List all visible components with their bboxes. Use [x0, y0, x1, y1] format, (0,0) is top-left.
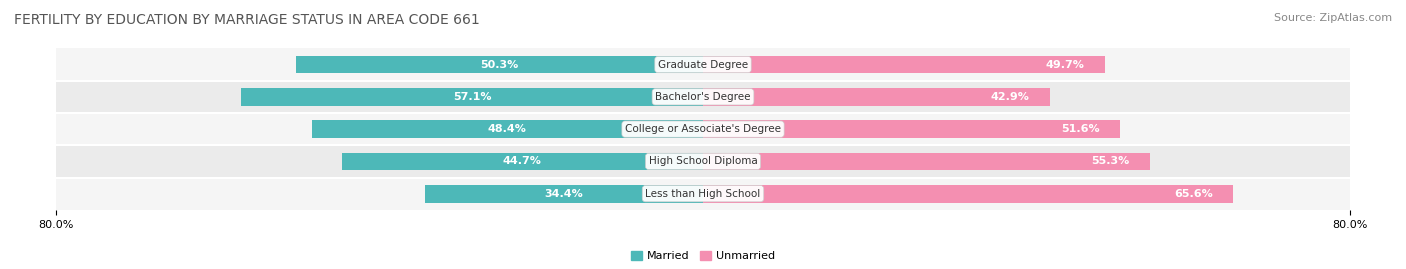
Bar	[312, 120, 703, 138]
Bar	[425, 185, 703, 203]
Text: Bachelor's Degree: Bachelor's Degree	[655, 92, 751, 102]
Text: 34.4%: 34.4%	[544, 189, 583, 199]
Bar	[56, 178, 1350, 210]
Text: FERTILITY BY EDUCATION BY MARRIAGE STATUS IN AREA CODE 661: FERTILITY BY EDUCATION BY MARRIAGE STATU…	[14, 13, 479, 27]
Text: 65.6%: 65.6%	[1174, 189, 1213, 199]
Text: Graduate Degree: Graduate Degree	[658, 59, 748, 70]
Text: 57.1%: 57.1%	[453, 92, 492, 102]
Text: College or Associate's Degree: College or Associate's Degree	[626, 124, 780, 134]
Text: 44.7%: 44.7%	[503, 156, 541, 167]
Text: 49.7%: 49.7%	[1046, 59, 1084, 70]
Text: 51.6%: 51.6%	[1062, 124, 1099, 134]
Bar	[703, 88, 1050, 106]
Text: Source: ZipAtlas.com: Source: ZipAtlas.com	[1274, 13, 1392, 23]
Bar	[703, 120, 1121, 138]
Text: 55.3%: 55.3%	[1091, 156, 1130, 167]
Text: 50.3%: 50.3%	[481, 59, 519, 70]
Bar	[703, 56, 1105, 73]
Bar	[703, 153, 1150, 170]
Text: High School Diploma: High School Diploma	[648, 156, 758, 167]
Bar	[56, 48, 1350, 81]
Bar	[297, 56, 703, 73]
Bar	[56, 81, 1350, 113]
Bar	[342, 153, 703, 170]
Text: 48.4%: 48.4%	[488, 124, 527, 134]
Text: Less than High School: Less than High School	[645, 189, 761, 199]
Bar	[703, 185, 1233, 203]
Bar	[56, 113, 1350, 145]
Bar	[242, 88, 703, 106]
Text: 42.9%: 42.9%	[991, 92, 1029, 102]
Bar	[56, 145, 1350, 178]
Legend: Married, Unmarried: Married, Unmarried	[627, 247, 779, 266]
